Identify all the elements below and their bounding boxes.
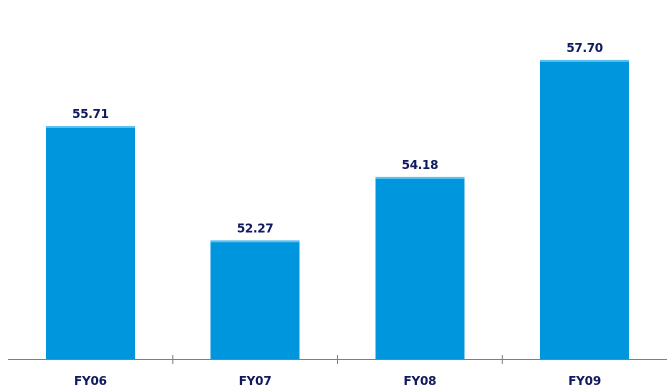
value-label-fy07: 52.27 [237, 221, 273, 235]
bar-top-edge-fy09 [540, 59, 630, 62]
value-label-fy08: 54.18 [402, 158, 438, 172]
labels-layer: 55.71 FY06 52.27 FY07 54.18 FY08 57.70 FY09 [72, 41, 603, 388]
bar-fy07 [210, 240, 300, 359]
bar-top-edge-fy07 [210, 240, 300, 243]
bar-top-edge-fy06 [45, 126, 135, 128]
bars-layer [45, 59, 630, 360]
bar-top-edge-fy08 [375, 176, 465, 179]
value-label-fy09: 57.70 [566, 41, 602, 55]
bar-fy08 [375, 176, 465, 359]
category-label-fy08: FY08 [404, 374, 437, 388]
bar-fy09 [540, 59, 630, 360]
bar-fy06 [45, 126, 135, 359]
category-label-fy09: FY09 [568, 374, 601, 388]
x-axis [8, 355, 667, 364]
value-label-fy06: 55.71 [72, 107, 108, 121]
category-label-fy06: FY06 [74, 374, 107, 388]
category-label-fy07: FY07 [239, 374, 272, 388]
